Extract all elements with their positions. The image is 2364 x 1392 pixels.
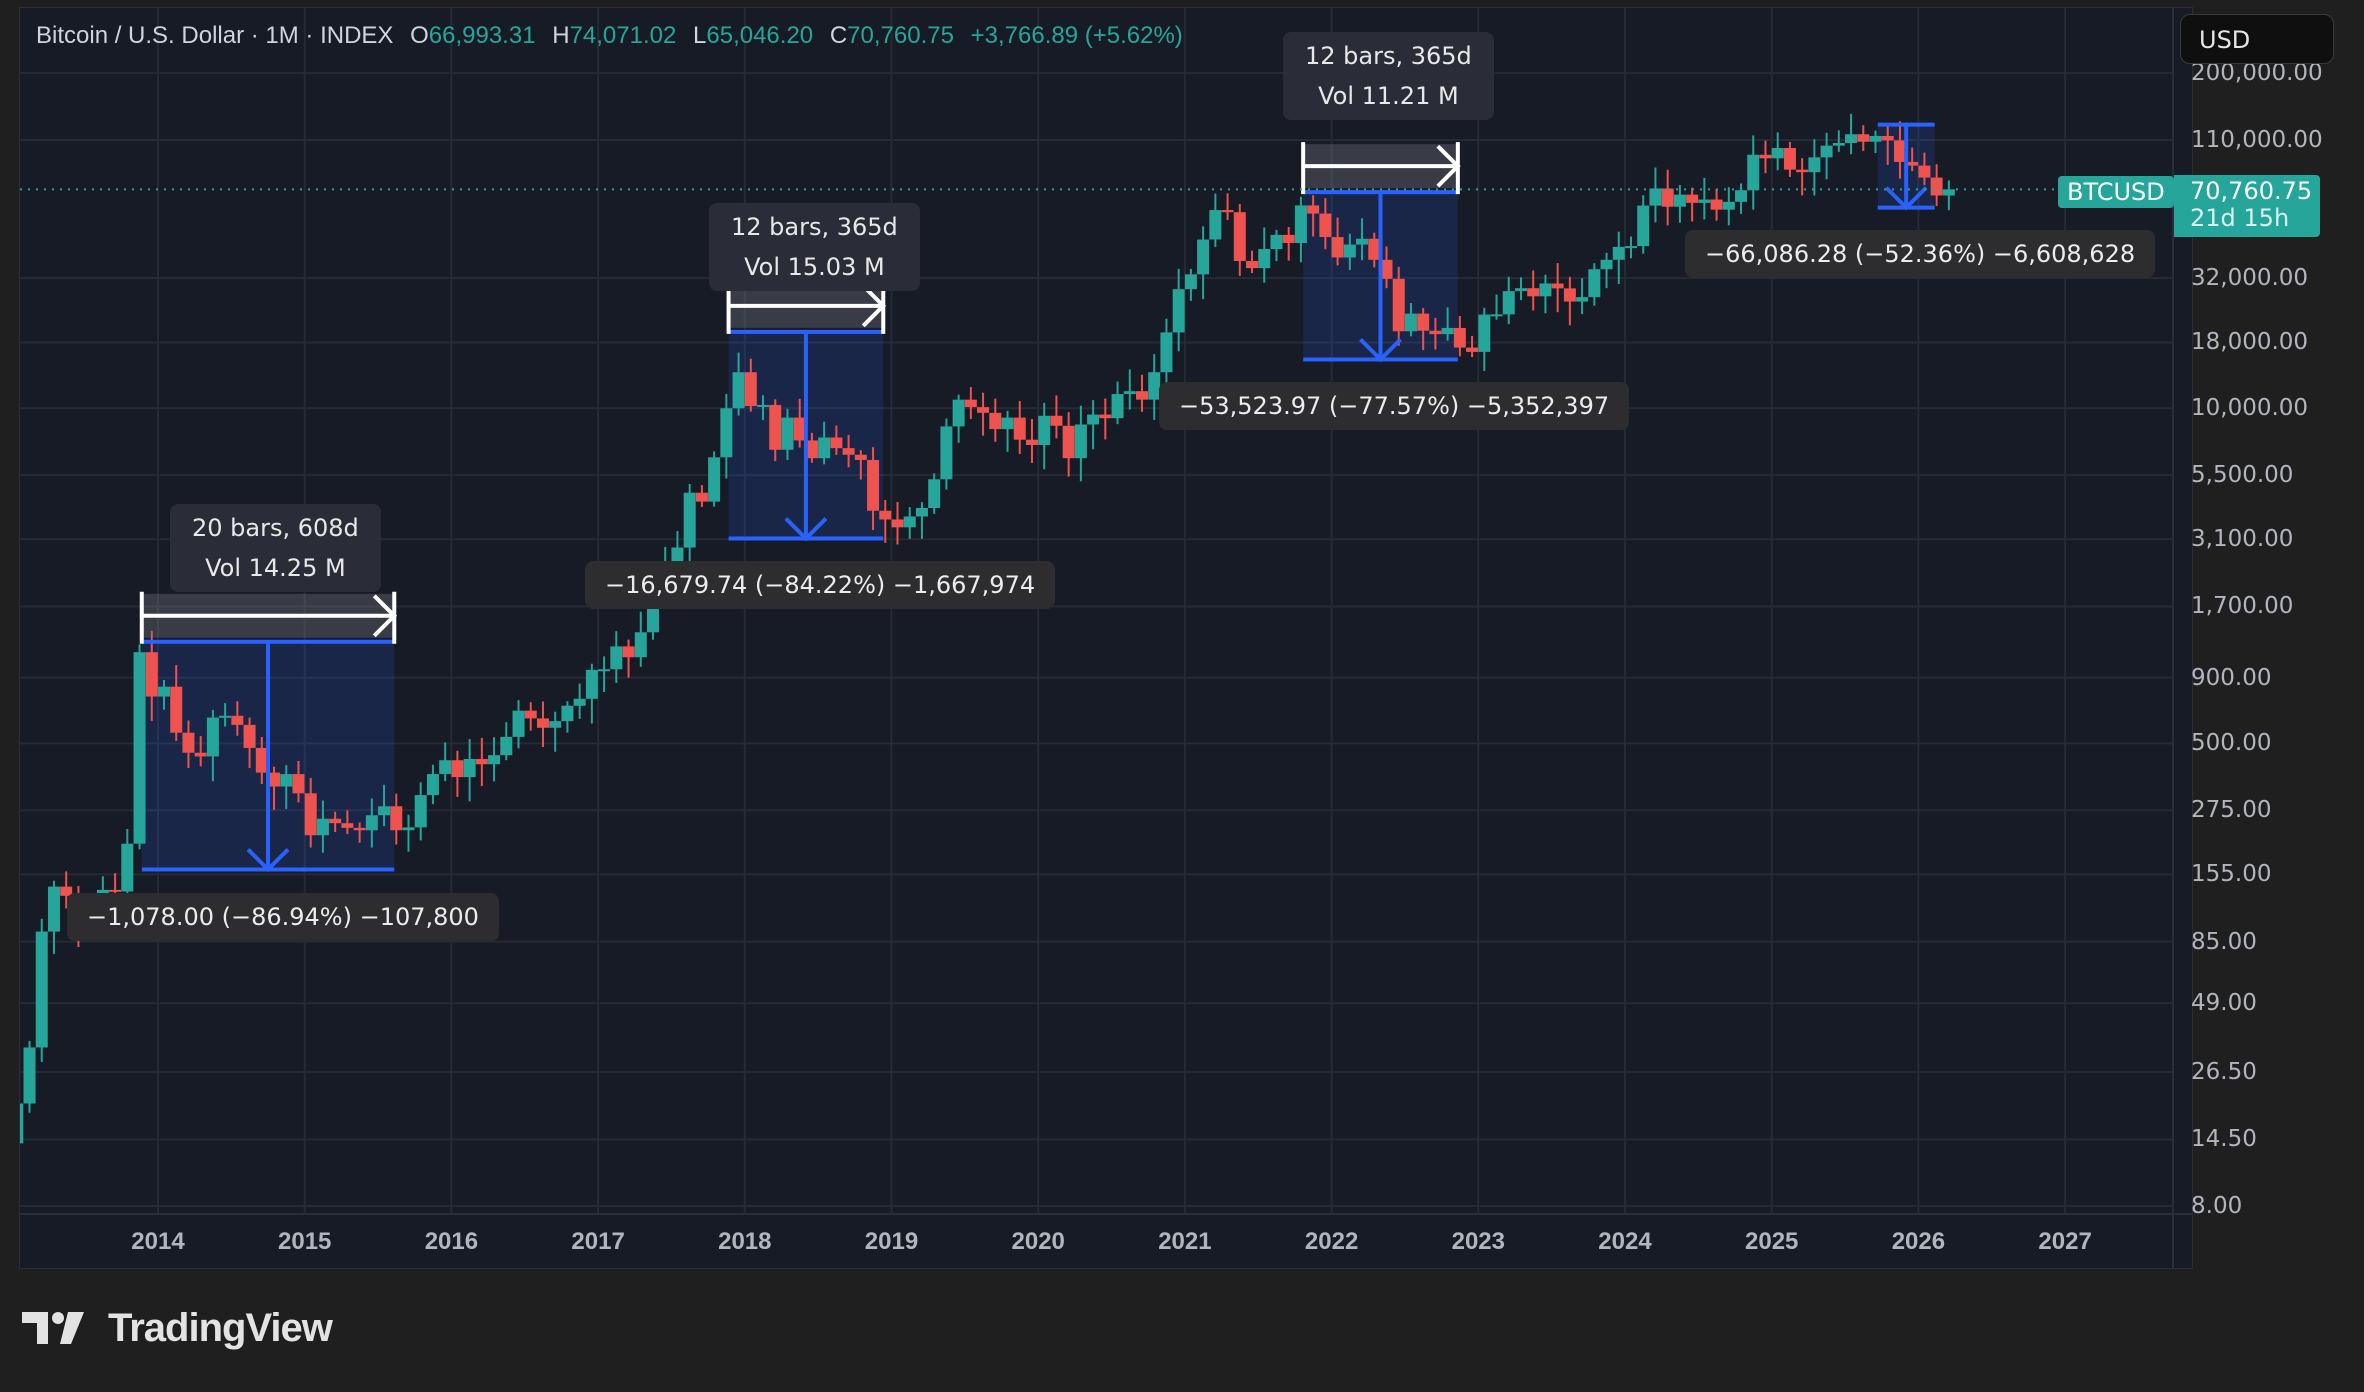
measure-result-2018: −16,679.74 (−84.22%) −1,667,974 xyxy=(585,561,1056,609)
currency-selector-button[interactable]: USD xyxy=(2180,14,2334,64)
price-tick-label: 155.00 xyxy=(2191,861,2272,888)
time-tick-label: 2021 xyxy=(1158,1228,1212,1255)
measure-bars-days: 20 bars, 608d xyxy=(192,514,359,542)
price-tick-label: 49.00 xyxy=(2191,990,2257,1017)
price-tick-label: 3,100.00 xyxy=(2191,526,2294,553)
tradingview-logo[interactable]: TradingView xyxy=(22,1305,333,1350)
time-tick-label: 2023 xyxy=(1451,1228,1505,1255)
bar-countdown: 21d 15h xyxy=(2190,204,2290,232)
symbol-description: Bitcoin / U.S. Dollar · 1M · INDEX xyxy=(36,22,394,49)
time-tick-label: 2017 xyxy=(571,1228,625,1255)
measure-tooltip-2014: 20 bars, 608d Vol 14.25 M xyxy=(170,504,381,592)
measure-result-2026: −66,086.28 (−52.36%) −6,608,628 xyxy=(1685,230,2156,278)
price-tick-label: 85.00 xyxy=(2191,928,2257,955)
price-tick-label: 1,700.00 xyxy=(2191,593,2294,620)
tradingview-wordmark: TradingView xyxy=(108,1305,333,1350)
measure-bars-days: 12 bars, 365d xyxy=(1305,42,1472,70)
time-tick-label: 2027 xyxy=(2038,1228,2092,1255)
low-value: 65,046.20 xyxy=(706,22,814,49)
close-label: C xyxy=(829,22,848,49)
time-tick-label: 2019 xyxy=(864,1228,919,1255)
time-tick-label: 2020 xyxy=(1011,1228,1065,1255)
symbol-price-line-label: BTCUSD xyxy=(2058,176,2174,208)
open-value: 66,993.31 xyxy=(428,22,536,49)
tradingview-logo-icon xyxy=(22,1312,84,1344)
close-value: 70,760.75 xyxy=(847,22,954,49)
time-tick-label: 2024 xyxy=(1598,1228,1652,1255)
price-axis-border xyxy=(2172,8,2174,1268)
price-tick-label: 8.00 xyxy=(2191,1193,2243,1219)
measure-tooltip-2022: 12 bars, 365d Vol 11.21 M xyxy=(1283,32,1494,120)
price-tick-label: 110,000.00 xyxy=(2191,127,2323,153)
time-tick-label: 2022 xyxy=(1304,1228,1359,1255)
time-axis-border xyxy=(20,1213,2192,1215)
measure-volume: Vol 15.03 M xyxy=(744,253,885,281)
measure-bars-days: 12 bars, 365d xyxy=(731,213,898,241)
price-tick-label: 26.50 xyxy=(2191,1059,2257,1085)
price-tick-label: 32,000.00 xyxy=(2191,265,2309,292)
candlestick-chart[interactable] xyxy=(20,8,2172,1213)
price-tick-label: 18,000.00 xyxy=(2191,329,2309,356)
price-tick-label: 500.00 xyxy=(2191,730,2272,757)
price-tick-label: 14.50 xyxy=(2191,1126,2257,1153)
change-value: +3,766.89 (+5.62%) xyxy=(970,22,1183,49)
price-tick-label: 200,000.00 xyxy=(2191,60,2323,87)
price-tick-label: 275.00 xyxy=(2191,797,2272,824)
price-tick-label: 5,500.00 xyxy=(2191,462,2294,489)
high-label: H xyxy=(552,22,570,49)
measure-volume: Vol 14.25 M xyxy=(205,554,346,582)
time-tick-label: 2018 xyxy=(718,1228,772,1255)
time-tick-label: 2016 xyxy=(424,1228,479,1255)
measure-result-2014: −1,078.00 (−86.94%) −107,800 xyxy=(67,893,499,941)
measure-tooltip-2018: 12 bars, 365d Vol 15.03 M xyxy=(709,203,920,291)
price-tick-label: 900.00 xyxy=(2191,664,2272,691)
measure-volume: Vol 11.21 M xyxy=(1318,82,1459,110)
last-price-label: 70,760.75 21d 15h xyxy=(2174,175,2320,237)
time-tick-label: 2014 xyxy=(131,1228,185,1255)
last-price-value: 70,760.75 xyxy=(2190,177,2313,205)
high-value: 74,071.02 xyxy=(569,22,677,49)
time-tick-label: 2015 xyxy=(277,1228,332,1255)
price-tick-label: 10,000.00 xyxy=(2191,395,2309,422)
chart-plot-area[interactable] xyxy=(20,8,2172,1213)
time-tick-label: 2025 xyxy=(1744,1228,1799,1255)
open-label: O xyxy=(410,22,429,49)
symbol-legend: Bitcoin / U.S. Dollar · 1M · INDEX O66,9… xyxy=(36,22,1183,50)
time-tick-label: 2026 xyxy=(1891,1228,1946,1255)
low-label: L xyxy=(693,22,707,49)
chart-frame xyxy=(19,7,2193,1269)
measure-result-2022: −53,523.97 (−77.57%) −5,352,397 xyxy=(1159,382,1630,430)
